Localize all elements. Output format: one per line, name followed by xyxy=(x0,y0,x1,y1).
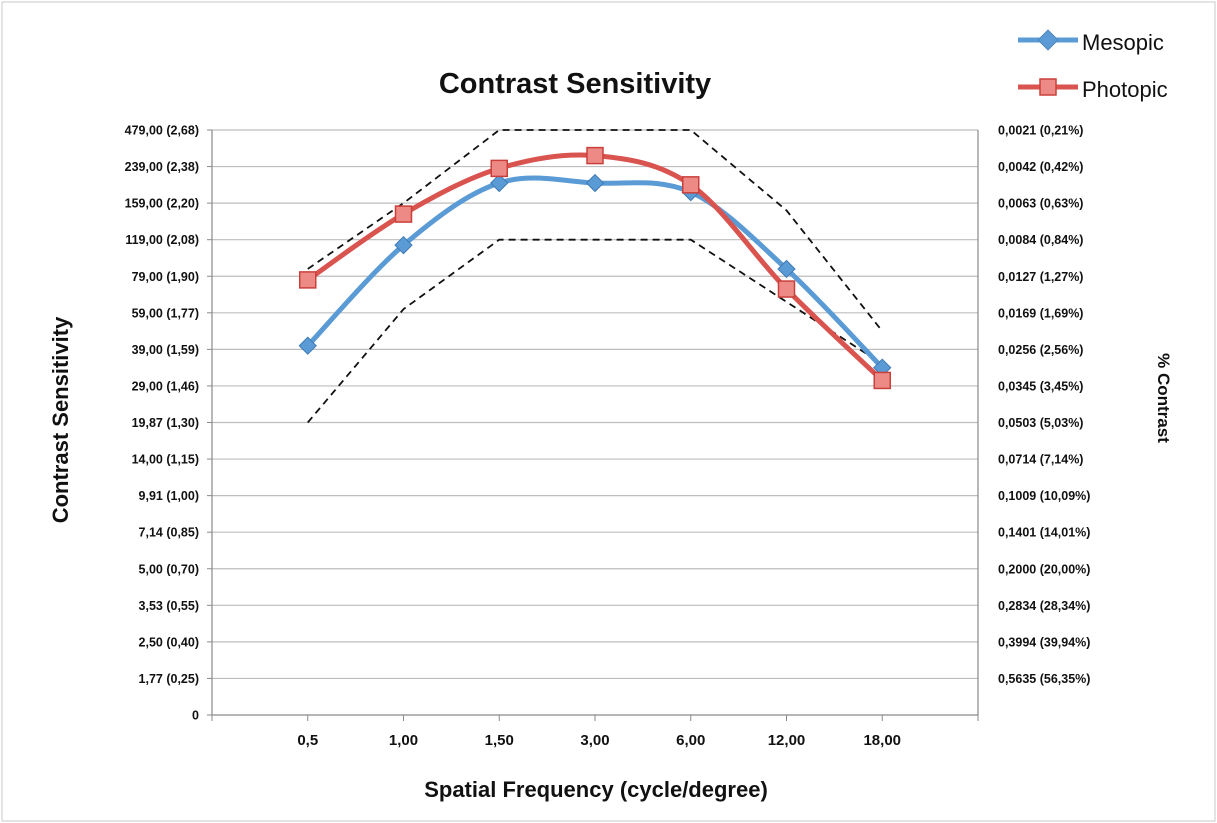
y-tick-label-right: 0,1009 (10,09%) xyxy=(998,489,1090,503)
y-tick-label-right: 0,2000 (20,00%) xyxy=(998,562,1090,576)
legend-item-photopic: Photopic xyxy=(1018,77,1168,102)
y-tick-label-left: 1,77 (0,25) xyxy=(139,672,199,686)
y-tick-label-left: 3,53 (0,55) xyxy=(139,599,199,613)
series-line-mesopic xyxy=(305,175,885,371)
y-tick-label-left: 9,91 (1,00) xyxy=(139,489,199,503)
y-tick-label-right: 0,0345 (3,45%) xyxy=(998,379,1083,393)
x-tick-label: 1,50 xyxy=(485,732,514,749)
y-tick-label-right: 0,5635 (56,35%) xyxy=(998,672,1090,686)
y-tick-label-right: 0,0256 (2,56%) xyxy=(998,343,1083,357)
data-point-photopic xyxy=(682,176,700,194)
data-point-photopic xyxy=(299,271,317,289)
y-tick-label-left: 79,00 (1,90) xyxy=(132,270,199,284)
y-tick-label-left: 2,50 (0,40) xyxy=(139,635,199,649)
x-tick-label: 12,00 xyxy=(768,732,806,749)
y2-axis-title: % Contrast xyxy=(1154,353,1173,443)
y-tick-label-left: 14,00 (1,15) xyxy=(132,453,199,467)
y-tick-label-right: 0,0127 (1,27%) xyxy=(998,270,1083,284)
y-tick-label-right: 0,3994 (39,94%) xyxy=(998,635,1090,649)
y-tick-label-left: 59,00 (1,77) xyxy=(132,306,199,320)
y-tick-label-right: 0,1401 (14,01%) xyxy=(998,526,1090,540)
legend: Mesopic Photopic xyxy=(1018,29,1168,102)
data-point-photopic xyxy=(777,280,796,298)
y-tick-label-right: 0,0042 (0,42%) xyxy=(998,160,1083,174)
legend-label-mesopic: Mesopic xyxy=(1082,30,1164,55)
y-tick-label-right: 0,0714 (7,14%) xyxy=(998,453,1083,467)
y-tick-label-right: 0,2834 (28,34%) xyxy=(998,599,1090,613)
x-axis-title: Spatial Frequency (cycle/degree) xyxy=(424,777,768,802)
y-tick-label-left: 5,00 (0,70) xyxy=(139,562,199,576)
data-point-photopic xyxy=(394,205,413,223)
data-point-mesopic xyxy=(585,173,605,193)
x-tick-label: 0,5 xyxy=(297,732,318,749)
y-tick-label-left: 159,00 (2,20) xyxy=(125,197,199,211)
x-tick-label: 1,00 xyxy=(389,732,418,749)
y-tick-label-right: 0,0063 (0,63%) xyxy=(998,197,1083,211)
y-tick-label-right: 0,0503 (5,03%) xyxy=(998,416,1083,430)
y-axis-title: Contrast Sensitivity xyxy=(48,316,73,523)
chart-title: Contrast Sensitivity xyxy=(439,68,711,100)
legend-marker-photopic xyxy=(1039,78,1057,96)
data-point-photopic xyxy=(873,371,891,390)
data-point-mesopic xyxy=(298,336,317,355)
y-tick-label-left: 239,00 (2,38) xyxy=(125,160,199,174)
data-point-mesopic xyxy=(490,173,509,193)
y-tick-label-left: 39,00 (1,59) xyxy=(132,343,199,357)
data-point-photopic xyxy=(490,159,508,178)
y-tick-label-right: 0,0169 (1,69%) xyxy=(998,306,1083,320)
y-tick-label-left: 7,14 (0,85) xyxy=(139,526,199,540)
x-tick-label: 3,00 xyxy=(580,732,609,749)
y-tick-label-left: 19,87 (1,30) xyxy=(132,416,199,430)
normal-range-upper-line xyxy=(307,129,883,332)
legend-marker-mesopic xyxy=(1037,29,1059,51)
x-tick-label: 18,00 xyxy=(863,732,901,749)
y-tick-label-left: 479,00 (2,68) xyxy=(125,124,199,138)
data-point-mesopic xyxy=(394,235,413,255)
y-tick-label-left: 0 xyxy=(192,709,199,723)
y-tick-label-left: 29,00 (1,46) xyxy=(132,379,199,393)
legend-item-mesopic: Mesopic xyxy=(1018,29,1164,55)
y-tick-label-right: 0,0021 (0,21%) xyxy=(998,124,1083,138)
data-point-mesopic xyxy=(777,259,796,279)
x-tick-label: 6,00 xyxy=(676,732,705,749)
y-tick-label-right: 0,0084 (0,84%) xyxy=(998,233,1083,247)
normal-range-lower-line xyxy=(307,238,883,424)
data-point-photopic xyxy=(586,146,604,165)
y-tick-label-left: 119,00 (2,08) xyxy=(125,233,199,247)
legend-label-photopic: Photopic xyxy=(1082,77,1168,102)
